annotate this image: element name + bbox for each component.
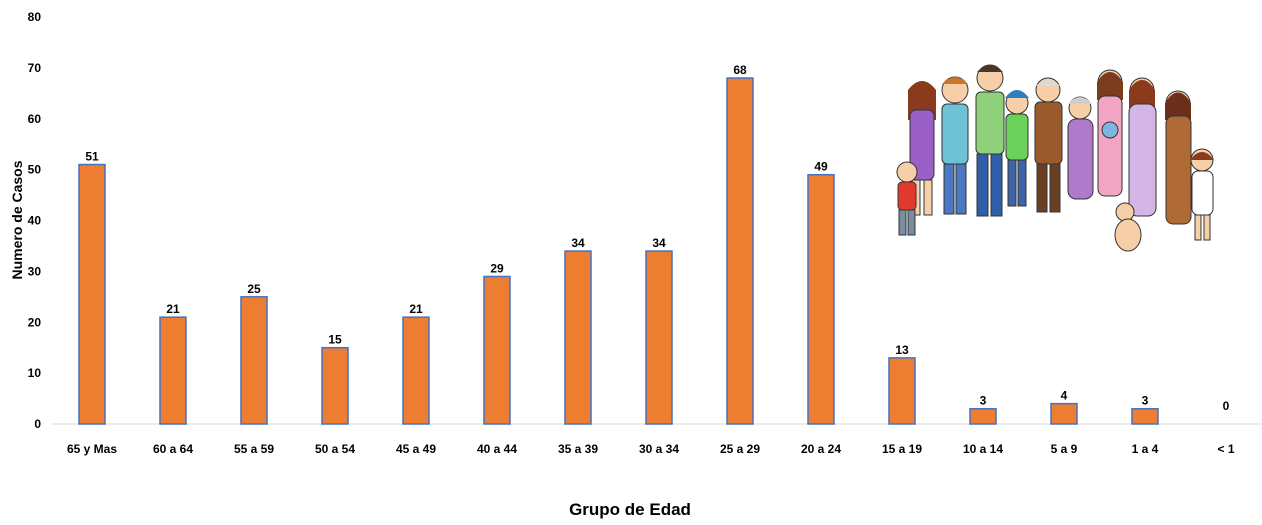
- category-label: < 1: [1217, 442, 1234, 456]
- category-label: 25 a 29: [720, 442, 760, 456]
- data-label: 15: [328, 333, 342, 347]
- bar: [564, 250, 592, 425]
- category-label: 1 a 4: [1132, 442, 1159, 456]
- data-label: 29: [490, 261, 504, 275]
- data-label: 0: [1223, 399, 1230, 413]
- category-label: 15 a 19: [882, 442, 922, 456]
- y-tick-label: 60: [28, 112, 42, 126]
- person-figure: [908, 81, 936, 216]
- x-axis-title: Grupo de Edad: [569, 500, 691, 519]
- person-figure: [1165, 90, 1192, 225]
- data-label: 21: [166, 302, 180, 316]
- data-label: 34: [652, 236, 666, 250]
- data-label: 68: [733, 63, 747, 77]
- category-label: 20 a 24: [801, 442, 841, 456]
- bar: [78, 163, 106, 425]
- person-figure: [1128, 77, 1157, 217]
- category-label: 55 a 59: [234, 442, 274, 456]
- category-label: 60 a 64: [153, 442, 193, 456]
- bar: [240, 296, 268, 425]
- data-label: 3: [1142, 394, 1149, 408]
- bar: [159, 316, 187, 425]
- bars: [78, 77, 1159, 425]
- y-tick-label: 70: [28, 61, 42, 75]
- person-figure: [1034, 77, 1063, 213]
- category-label: 35 a 39: [558, 442, 598, 456]
- category-label: 40 a 44: [477, 442, 517, 456]
- y-axis-ticks: 0 10 20 30 40 50 60 70 80: [28, 10, 42, 431]
- person-figure: [1114, 202, 1142, 252]
- person-figure: [975, 64, 1005, 217]
- family-group-illustration: [896, 64, 1214, 252]
- category-label: 10 a 14: [963, 442, 1003, 456]
- bar: [888, 357, 916, 425]
- person-figure: [941, 76, 969, 215]
- y-axis-title: Numero de Casos: [9, 160, 25, 279]
- y-tick-label: 30: [28, 264, 42, 278]
- data-label: 4: [1061, 389, 1068, 403]
- bar: [1131, 407, 1159, 425]
- category-label: 45 a 49: [396, 442, 436, 456]
- y-tick-label: 80: [28, 10, 42, 24]
- data-label: 25: [247, 282, 261, 296]
- category-labels: 65 y Mas 60 a 64 55 a 59 50 a 54 45 a 49 40 a…: [67, 442, 1235, 456]
- bar: [483, 275, 511, 425]
- bar: [969, 407, 997, 425]
- category-label: 5 a 9: [1051, 442, 1078, 456]
- person-figure: [1097, 69, 1123, 197]
- bar: [807, 173, 835, 425]
- y-tick-label: 50: [28, 163, 42, 177]
- category-label: 50 a 54: [315, 442, 355, 456]
- bar: [726, 77, 754, 425]
- data-label: 51: [85, 150, 99, 164]
- data-label: 21: [409, 302, 423, 316]
- category-label: 30 a 34: [639, 442, 679, 456]
- bar: [1050, 402, 1078, 425]
- bar: [645, 250, 673, 425]
- data-label: 34: [571, 236, 585, 250]
- y-tick-label: 40: [28, 214, 42, 228]
- person-figure: [1067, 96, 1094, 200]
- data-label: 49: [814, 160, 828, 174]
- bar: [321, 346, 349, 425]
- bar: [402, 316, 430, 425]
- y-tick-label: 0: [34, 417, 41, 431]
- person-figure: [1190, 148, 1214, 241]
- person-figure: [896, 161, 918, 236]
- y-tick-label: 20: [28, 315, 42, 329]
- category-label: 65 y Mas: [67, 442, 117, 456]
- person-figure: [1005, 90, 1029, 207]
- data-label: 3: [980, 394, 987, 408]
- data-label: 13: [895, 343, 909, 357]
- y-tick-label: 10: [28, 366, 42, 380]
